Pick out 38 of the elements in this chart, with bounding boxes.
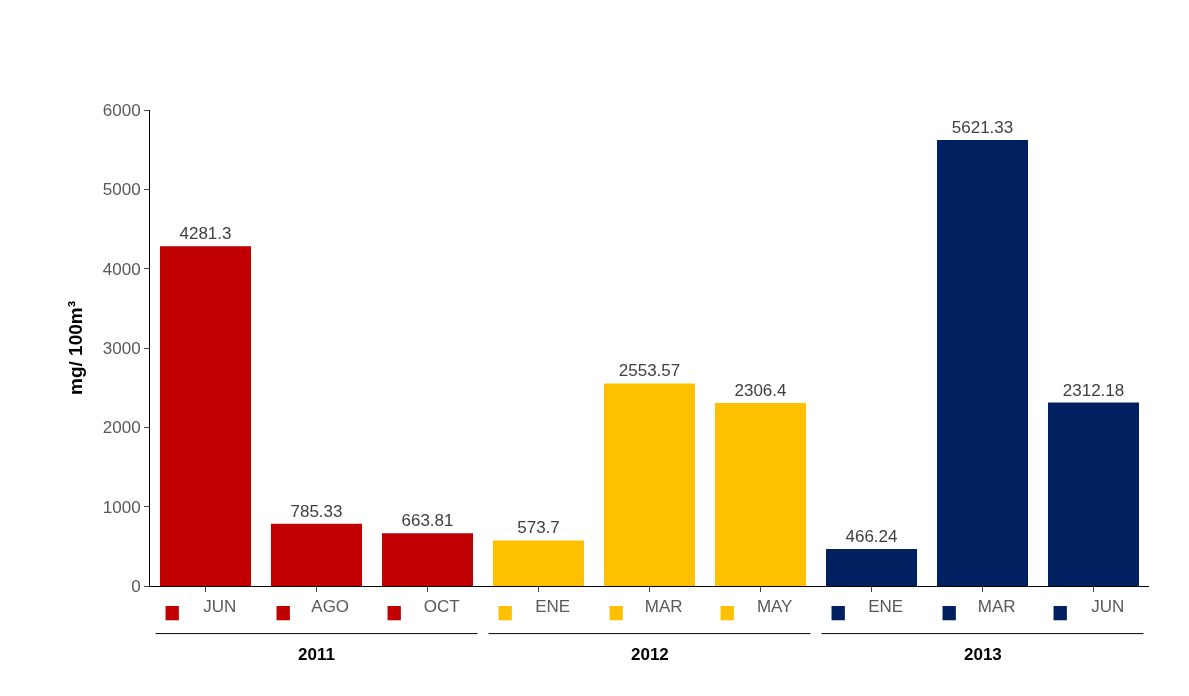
y-tick-label: 6000: [102, 100, 141, 120]
x-tick-label: AGO: [283, 597, 350, 617]
data-label: 785.33: [290, 501, 343, 521]
text: 2011: [298, 645, 335, 664]
x-tick-label: OCT: [395, 597, 460, 617]
text: 2013: [964, 645, 1002, 664]
x-tick-label: JUN: [174, 597, 237, 617]
bar: [270, 523, 363, 586]
y-tick-label: 3000: [102, 338, 141, 358]
x-tick-label: MAR: [616, 597, 683, 617]
x-tick-label: MAY: [728, 597, 793, 617]
bar: [381, 533, 474, 586]
text: 2012: [631, 645, 669, 664]
data-label: 663.81: [401, 511, 454, 531]
bar: [825, 549, 918, 586]
x-tick-label: ENE: [839, 597, 904, 617]
x-tick-label: JUN: [1062, 597, 1125, 617]
y-tick-label: 0: [131, 576, 141, 596]
y-tick-label: 4000: [102, 259, 141, 279]
data-label: 573.7: [517, 518, 560, 538]
bar: [1047, 402, 1140, 586]
bar: [603, 383, 696, 586]
data-label: 466.24: [845, 527, 898, 547]
bar: [159, 246, 252, 586]
data-label: 2306.4: [734, 381, 787, 401]
y-tick-label: 2000: [102, 418, 141, 438]
data-label: 2312.18: [1062, 380, 1125, 400]
x-tick-label: ENE: [506, 597, 571, 617]
y-tick-label: 5000: [102, 180, 141, 200]
y-axis-title: mg/ 100m³: [64, 301, 86, 395]
data-label: 4281.3: [179, 224, 232, 244]
bar: [936, 140, 1029, 586]
bar: [714, 403, 807, 586]
data-label: 2553.57: [618, 361, 681, 381]
y-tick-label: 1000: [102, 497, 141, 517]
bar: [492, 540, 585, 586]
x-tick-label: MAR: [949, 597, 1016, 617]
data-label: 5621.33: [951, 118, 1014, 138]
